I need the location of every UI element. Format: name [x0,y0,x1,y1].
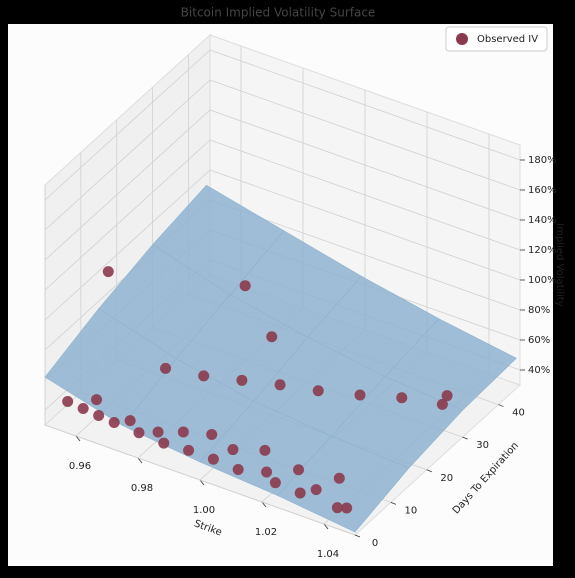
z-tick-label: 180% [528,155,557,166]
z-tick-label: 40% [528,365,550,376]
legend-label: Observed IV [477,34,538,45]
data-point [152,426,164,438]
legend-box [445,26,548,52]
data-point [206,428,218,440]
grid-line [44,49,211,201]
y-tick [462,436,468,440]
data-point [77,402,89,414]
data-point [91,394,103,406]
data-point [293,464,305,476]
data-point [333,472,345,484]
z-tick-label: 60% [528,335,550,346]
y-tick-label: 40 [512,408,525,419]
grid-line [44,79,211,231]
x-tick [75,435,81,442]
data-point [124,415,136,427]
data-point [160,362,172,374]
y-tick-label: 0 [372,538,378,549]
x-tick [323,523,329,530]
data-point [62,395,74,407]
data-point [310,484,322,496]
data-point [274,379,286,391]
grid-line [209,139,521,251]
grid-line [209,169,521,281]
data-point [269,477,281,489]
z-tick-label: 100% [528,275,557,286]
data-point [108,416,120,428]
data-point [261,466,273,478]
y-tick [390,502,397,505]
grid-line [209,109,521,221]
data-point [436,398,448,410]
x-tick [137,457,143,464]
data-point [102,266,114,278]
data-point [133,427,145,439]
data-point [227,444,239,456]
x-tick-label: 1.02 [255,527,277,538]
data-point [93,409,105,421]
data-point [177,426,189,438]
x-tick-label: 0.98 [131,483,153,494]
grid-line [44,169,211,321]
data-point [239,280,251,292]
grid-line [209,49,521,161]
data-point [331,502,343,514]
y-tick [354,534,361,538]
x-tick-label: 1.00 [193,505,215,516]
data-point [183,444,195,456]
surface-patch [277,435,410,533]
data-point [312,385,324,397]
grid-line [44,424,356,536]
data-point [259,444,271,456]
y-tick [498,404,504,407]
z-tick-label: 140% [528,215,557,226]
x-tick-label: 0.96 [69,461,91,472]
data-point [396,392,408,404]
x-tick [199,479,205,486]
data-point [266,331,278,343]
data-point [441,390,453,402]
z-tick-label: 160% [528,185,557,196]
legend-marker [456,33,468,45]
data-point [207,453,219,465]
y-tick [426,469,432,473]
data-point [158,437,170,449]
y-tick-label: 30 [476,440,489,451]
data-point [294,487,306,499]
z-axis-label: Implied Volatility [554,223,565,307]
z-tick-label: 120% [528,245,557,256]
x-tick [261,501,267,508]
y-tick-label: 10 [405,505,418,516]
data-point [198,370,210,382]
data-point [236,374,248,386]
z-tick-label: 80% [528,305,550,316]
chart-title: Bitcoin Implied Volatility Surface [181,6,376,20]
grid-line [44,139,211,291]
data-point [341,502,353,514]
grid-line [44,109,211,261]
legend: Observed IV [445,26,548,52]
data-point [354,389,366,401]
data-point [232,463,244,475]
y-tick-label: 20 [440,473,453,484]
x-tick-label: 1.04 [317,549,339,560]
grid-line [209,79,521,191]
